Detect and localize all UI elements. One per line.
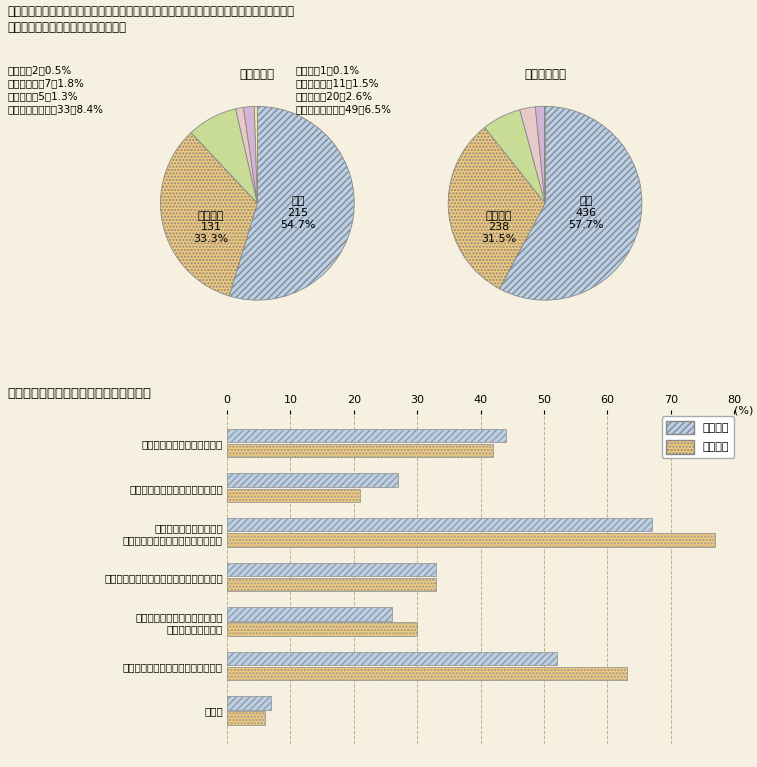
- Wedge shape: [535, 107, 545, 203]
- Text: 多少思う
131
33.3%: 多少思う 131 33.3%: [193, 211, 229, 244]
- Bar: [227, 696, 272, 709]
- Text: 未回答　1　0.1%: 未回答 1 0.1%: [295, 65, 360, 75]
- Bar: [227, 489, 360, 502]
- Text: 何らかの配慮が必要だと思いますか。: 何らかの配慮が必要だと思いますか。: [8, 21, 126, 35]
- Bar: [227, 667, 627, 680]
- Bar: [227, 607, 392, 621]
- Wedge shape: [191, 109, 257, 203]
- Wedge shape: [520, 107, 545, 203]
- Text: (%): (%): [734, 406, 754, 416]
- Text: 思わない　20　2.6%: 思わない 20 2.6%: [295, 91, 372, 101]
- Wedge shape: [244, 107, 257, 203]
- Text: 多少思う
238
31.5%: 多少思う 238 31.5%: [481, 211, 516, 244]
- Bar: [227, 473, 398, 487]
- Bar: [227, 622, 417, 636]
- Text: あまり思わない　49　6.5%: あまり思わない 49 6.5%: [295, 104, 391, 114]
- Wedge shape: [235, 107, 257, 203]
- Wedge shape: [484, 110, 545, 203]
- Bar: [227, 712, 265, 725]
- Wedge shape: [254, 107, 257, 203]
- Bar: [227, 533, 715, 547]
- Wedge shape: [500, 107, 642, 300]
- Title: （管理職）: （管理職）: [240, 68, 275, 81]
- Bar: [227, 578, 436, 591]
- Text: 女性の登用を進めるに当たって、育児休業中の職員及び育児休業から復帰した職員に対して: 女性の登用を進めるに当たって、育児休業中の職員及び育児休業から復帰した職員に対し…: [8, 5, 294, 18]
- Bar: [227, 652, 557, 665]
- Wedge shape: [160, 133, 257, 296]
- Bar: [227, 429, 506, 443]
- Text: 思う
436
57.7%: 思う 436 57.7%: [568, 196, 603, 229]
- Bar: [227, 518, 652, 532]
- Text: どのような配慮が必要だと思いますか。: どのような配慮が必要だと思いますか。: [8, 387, 151, 400]
- Text: 分からない　11　1.5%: 分からない 11 1.5%: [295, 78, 378, 88]
- Text: 分からない　7　1.8%: 分からない 7 1.8%: [8, 78, 85, 88]
- Wedge shape: [229, 107, 354, 300]
- Title: （女性職員）: （女性職員）: [524, 68, 566, 81]
- Wedge shape: [448, 127, 545, 289]
- Bar: [227, 563, 436, 576]
- Bar: [227, 444, 494, 457]
- Text: 思わない　5　1.3%: 思わない 5 1.3%: [8, 91, 78, 101]
- Legend: 管理職員, 女性職員: 管理職員, 女性職員: [662, 416, 734, 458]
- Text: あまり思わない　33　8.4%: あまり思わない 33 8.4%: [8, 104, 104, 114]
- Text: 思う
215
54.7%: 思う 215 54.7%: [280, 196, 316, 229]
- Text: 未回答　2　0.5%: 未回答 2 0.5%: [8, 65, 72, 75]
